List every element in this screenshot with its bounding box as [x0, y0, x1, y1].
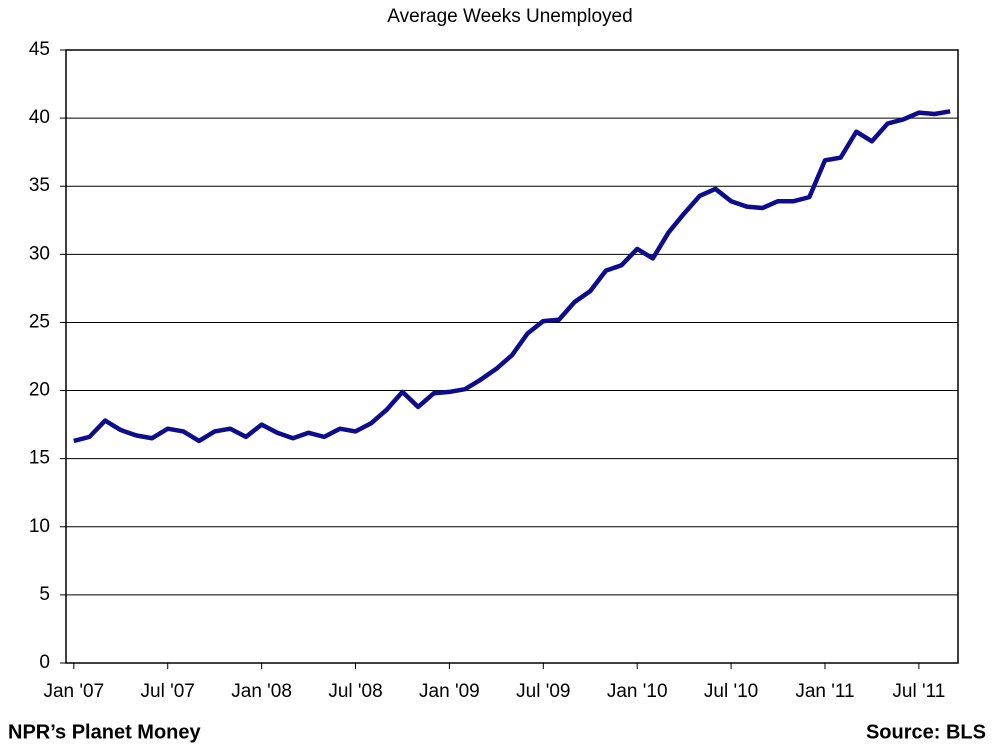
y-tick-label: 25	[29, 311, 50, 332]
x-tick-label: Jul '11	[892, 681, 945, 702]
y-tick-label: 0	[39, 652, 50, 673]
y-tick-label: 5	[39, 584, 50, 605]
x-tick-label: Jan '08	[231, 681, 292, 702]
x-tick-label: Jan '11	[795, 681, 854, 702]
y-tick-label: 15	[29, 448, 50, 469]
credit: NPR’s Planet Money	[8, 721, 202, 743]
y-tick-label: 45	[29, 39, 50, 60]
x-tick-label: Jul '10	[704, 681, 758, 702]
x-tick-label: Jan '10	[607, 681, 668, 702]
y-tick-label: 35	[29, 175, 50, 196]
line-series	[73, 109, 951, 444]
chart-title: Average Weeks Unemployed	[387, 6, 632, 27]
y-tick-label: 20	[29, 380, 50, 401]
source: Source: BLS	[866, 721, 986, 743]
y-tick-label: 40	[29, 107, 50, 128]
y-tick-label: 10	[29, 516, 50, 537]
y-tick-label: 30	[29, 243, 50, 264]
x-tick-label: Jul '07	[141, 681, 195, 702]
x-tick-label: Jul '08	[328, 681, 382, 702]
x-tick-label: Jan '09	[419, 681, 480, 702]
x-tick-label: Jan '07	[43, 681, 104, 702]
x-tick-label: Jul '09	[516, 681, 570, 702]
